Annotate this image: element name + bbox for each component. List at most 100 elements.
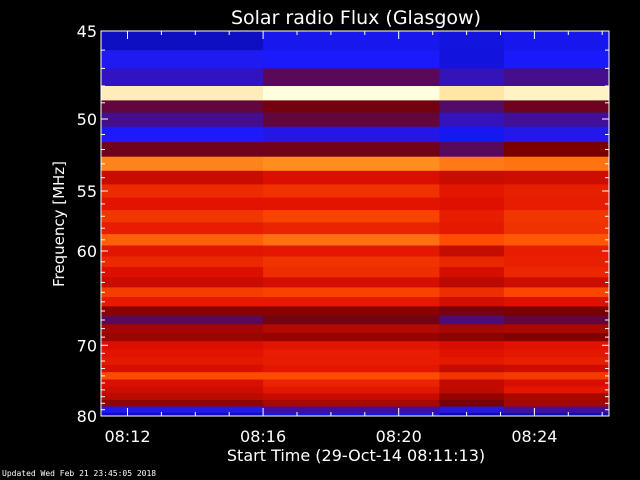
spectrogram-band-cell <box>503 287 610 298</box>
spectrogram-band-cell <box>101 393 264 401</box>
spectrogram-band-cell <box>263 306 440 316</box>
y-tick-label: 60 <box>77 242 97 261</box>
spectrogram-band-cell <box>263 332 440 342</box>
spectrogram-band-cell <box>439 324 505 334</box>
x-tick-label: 08:12 <box>104 427 150 446</box>
spectrogram-band-cell <box>101 142 264 158</box>
spectrogram-band-cell <box>263 170 440 185</box>
spectrogram-band-cell <box>101 222 264 235</box>
spectrogram-band-cell <box>439 222 505 235</box>
spectrogram-band-cell <box>263 400 440 407</box>
spectrogram-band-cell <box>503 256 610 268</box>
spectrogram-band-cell <box>263 341 440 350</box>
spectrogram-band-cell <box>101 372 264 380</box>
spectrogram-band-cell <box>263 315 440 325</box>
spectrogram-band-cell <box>503 197 610 211</box>
spectrogram-band-cell <box>439 400 505 407</box>
spectrogram-band-cell <box>503 156 610 172</box>
spectrogram-band-cell <box>263 184 440 198</box>
spectrogram-band-cell <box>503 126 610 143</box>
spectrogram-band-cell <box>263 256 440 268</box>
spectrogram-band-cell <box>101 170 264 185</box>
spectrogram-band-cell <box>439 126 505 143</box>
spectrogram-band-cell <box>503 372 610 380</box>
spectrogram-band-cell <box>503 400 610 407</box>
spectrogram-band-cell <box>101 126 264 143</box>
spectrogram-band-cell <box>101 341 264 350</box>
spectrogram-band-cell <box>439 277 505 288</box>
spectrogram-band-cell <box>503 86 610 101</box>
spectrogram-band-cell <box>263 277 440 288</box>
spectrogram-band-cell <box>101 277 264 288</box>
x-axis-label: Start Time (29-Oct-14 08:11:13) <box>227 446 485 465</box>
spectrogram-band-cell <box>503 341 610 350</box>
spectrogram-band-cell <box>439 315 505 325</box>
spectrogram-band-cell <box>101 197 264 211</box>
y-tick-label: 50 <box>77 110 97 129</box>
spectrogram-band-cell <box>503 68 610 87</box>
x-tick-label: 08:16 <box>240 427 286 446</box>
spectrogram-band-cell <box>101 332 264 342</box>
spectrogram-band-cell <box>439 287 505 298</box>
spectrogram-band-cell <box>439 267 505 278</box>
spectrogram-band-cell <box>503 379 610 387</box>
spectrogram-band-cell <box>503 412 610 417</box>
spectrogram-band-cell <box>439 100 505 114</box>
spectrogram-band-cell <box>439 306 505 316</box>
spectrogram-band-cell <box>439 50 505 69</box>
spectrogram-band-cell <box>503 364 610 373</box>
spectrogram-band-cell <box>263 406 440 414</box>
spectrogram-band-cell <box>263 50 440 69</box>
spectrogram-band-cell <box>101 406 264 414</box>
spectrogram-band-cell <box>101 315 264 325</box>
plot-frame <box>100 30 610 417</box>
spectrogram-band-cell <box>101 86 264 101</box>
spectrogram-band-cell <box>439 341 505 350</box>
spectrogram-band-cell <box>503 315 610 325</box>
spectrogram-band-cell <box>263 142 440 158</box>
spectrogram-band-cell <box>101 210 264 223</box>
spectrogram-band-cell <box>503 170 610 185</box>
spectrogram-band-cell <box>263 412 440 417</box>
spectrogram-band-cell <box>101 100 264 114</box>
spectrogram-band-cell <box>263 31 440 51</box>
spectrogram-band-cell <box>101 379 264 387</box>
spectrogram-band-cell <box>439 256 505 268</box>
spectrogram-band-cell <box>101 306 264 316</box>
spectrogram-band-cell <box>263 364 440 373</box>
x-tick-label: 08:20 <box>376 427 422 446</box>
spectrogram-band-cell <box>263 68 440 87</box>
spectrogram-band-cell <box>263 197 440 211</box>
spectrogram-band-cell <box>503 234 610 246</box>
spectrogram-band-cell <box>263 267 440 278</box>
spectrogram-band-cell <box>503 393 610 401</box>
spectrogram-band-cell <box>263 372 440 380</box>
spectrogram-band-cell <box>263 386 440 394</box>
spectrogram-band-cell <box>263 349 440 358</box>
updated-timestamp: Updated Wed Feb 21 23:45:05 2018 <box>2 469 157 478</box>
spectrogram-band-cell <box>439 349 505 358</box>
spectrogram-band-cell <box>439 372 505 380</box>
spectrogram-band-cell <box>263 86 440 101</box>
spectrogram-band-cell <box>439 31 505 51</box>
spectrogram-band-cell <box>503 142 610 158</box>
spectrogram-band-cell <box>101 297 264 307</box>
spectrogram-band-cell <box>263 379 440 387</box>
spectrogram-band-cell <box>439 156 505 172</box>
spectrogram-band-cell <box>263 100 440 114</box>
x-tick-label: 08:24 <box>511 427 557 446</box>
spectrogram-band-cell <box>439 142 505 158</box>
spectrogram-band-cell <box>101 256 264 268</box>
spectrogram-band-cell <box>263 222 440 235</box>
y-tick-label: 80 <box>77 407 97 426</box>
spectrogram-band-cell <box>101 349 264 358</box>
spectrogram-band-cell <box>439 86 505 101</box>
spectrogram-band-cell <box>263 156 440 172</box>
spectrogram-band-cell <box>503 386 610 394</box>
spectrogram-band-cell <box>263 245 440 257</box>
spectrogram-band-cell <box>101 357 264 366</box>
spectrogram-band-cell <box>439 386 505 394</box>
spectrogram-band-cell <box>439 170 505 185</box>
spectrogram-band-cell <box>263 324 440 334</box>
spectrogram-band-cell <box>263 234 440 246</box>
